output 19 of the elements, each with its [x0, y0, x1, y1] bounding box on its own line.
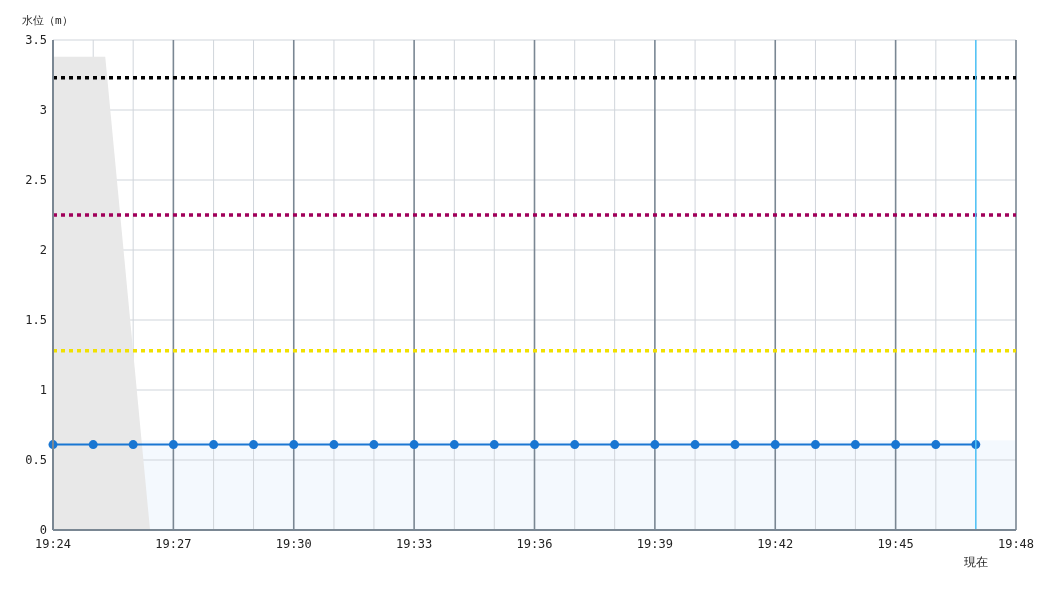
y-axis-title: 水位（m）	[22, 14, 73, 27]
y-tick-label: 2.5	[25, 173, 47, 188]
ref-line-label: 現在	[963, 555, 988, 569]
x-tick-label: 19:45	[877, 537, 914, 551]
y-tick-label: 3.5	[25, 33, 47, 48]
x-tick-label: 19:42	[757, 537, 794, 551]
y-tick-label: 1.5	[25, 313, 47, 328]
y-tick-label: 0	[39, 523, 47, 538]
x-tick-label: 19:30	[275, 537, 312, 551]
y-tick-label: 3	[39, 103, 47, 118]
x-tick-label: 19:48	[997, 537, 1035, 551]
y-tick-label: 2	[39, 243, 47, 258]
x-tick-label: 19:36	[516, 537, 553, 551]
y-tick-label: 1	[39, 383, 47, 398]
y-tick-label: 0.5	[25, 453, 47, 468]
x-tick-label: 19:39	[636, 537, 673, 551]
x-tick-label: 19:27	[155, 537, 192, 551]
x-tick-label: 19:33	[396, 537, 433, 551]
x-tick-label: 19:24	[34, 537, 72, 551]
